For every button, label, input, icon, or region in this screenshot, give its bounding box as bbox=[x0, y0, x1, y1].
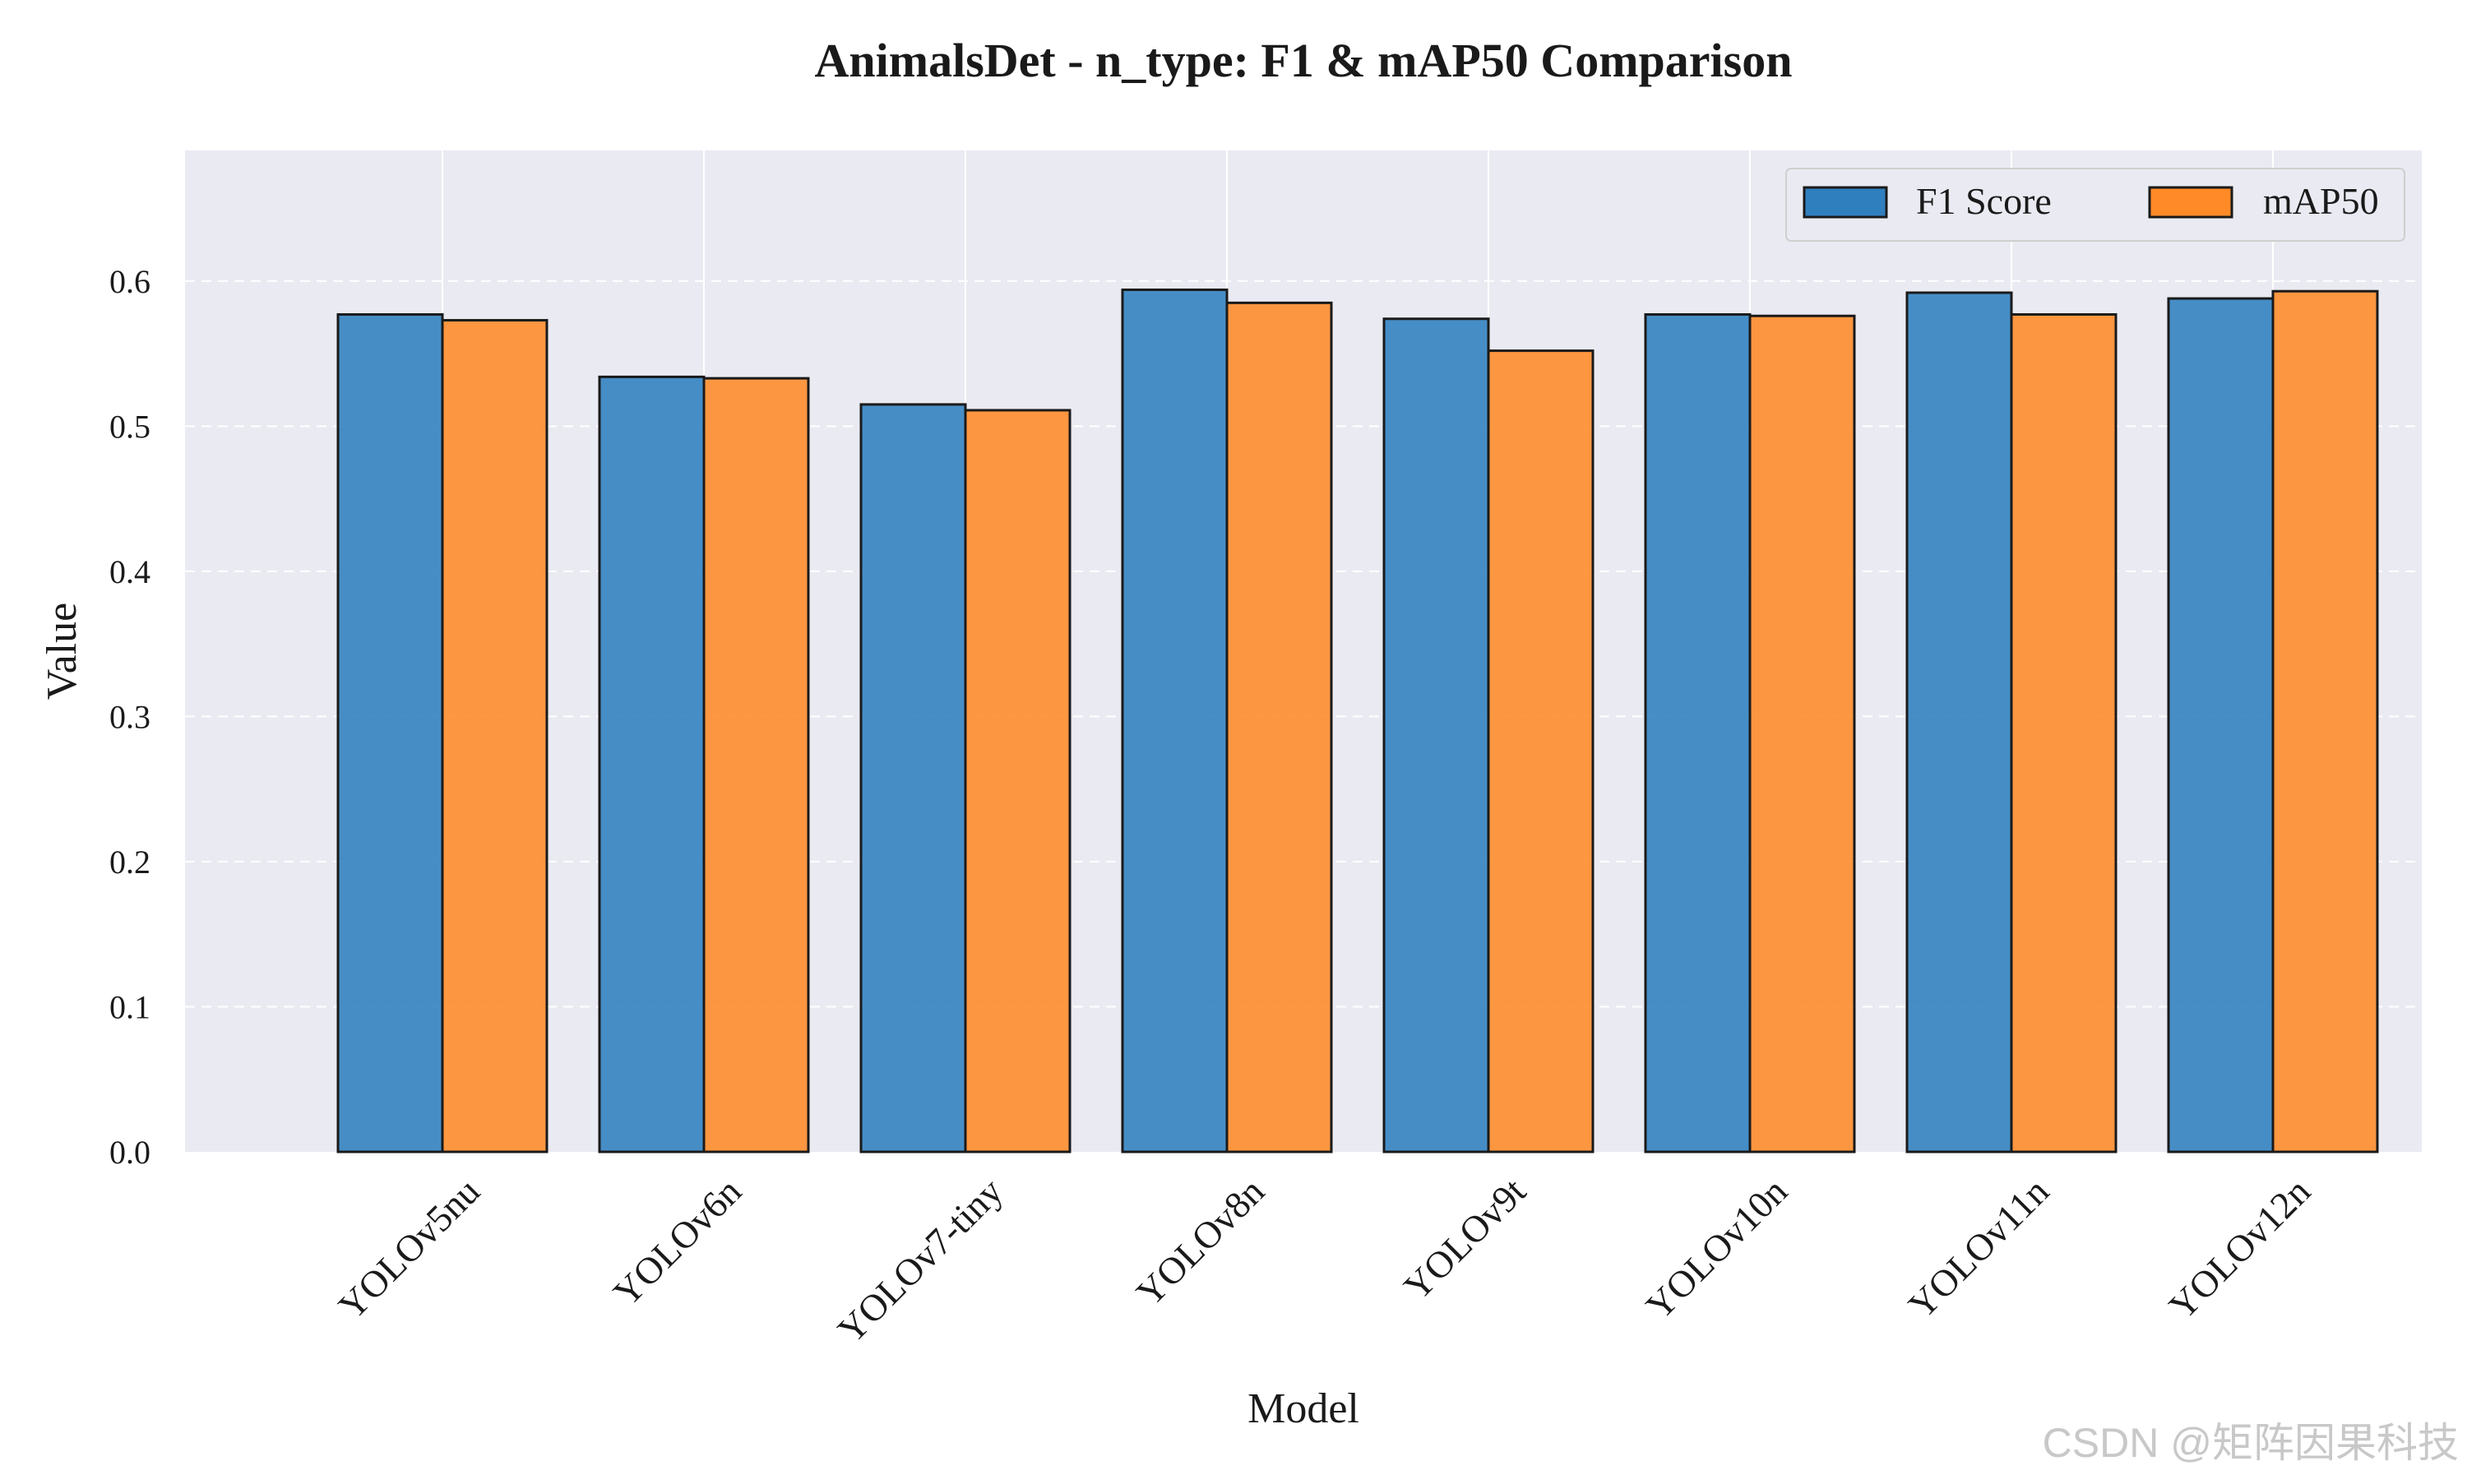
bar-map50-yolov7-tiny bbox=[964, 409, 1072, 1153]
x-tick-label-yolov12n: YOLOv12n bbox=[2161, 1170, 2318, 1327]
bar-f1-score-yolov6n bbox=[598, 375, 706, 1153]
legend-label-f1-score: F1 Score bbox=[1916, 180, 2052, 222]
bar-f1-score-yolov12n bbox=[2167, 297, 2275, 1153]
x-tick-label-yolov11n: YOLOv11n bbox=[1900, 1170, 2057, 1326]
bar-map50-yolov12n bbox=[2271, 289, 2379, 1153]
y-tick-label: 0.4 bbox=[109, 553, 150, 590]
legend: F1 Score mAP50 bbox=[1785, 168, 2405, 242]
bar-map50-yolov9t bbox=[1487, 349, 1595, 1153]
bars bbox=[336, 288, 2379, 1153]
x-tick-label-yolov7-tiny: YOLOv7-tiny bbox=[830, 1170, 1011, 1351]
x-tick-label-yolov8n: YOLOv8n bbox=[1128, 1170, 1272, 1314]
bar-f1-score-yolov5nu bbox=[336, 312, 444, 1153]
y-tick-label: 0.1 bbox=[109, 988, 150, 1025]
bar-f1-score-yolov8n bbox=[1121, 288, 1229, 1153]
bar-f1-score-yolov7-tiny bbox=[859, 403, 967, 1153]
bar-f1-score-yolov10n bbox=[1644, 312, 1752, 1153]
chart-title: AnimalsDet - n_type: F1 & mAP50 Comparis… bbox=[815, 34, 1793, 87]
x-tick-label-yolov5nu: YOLOv5nu bbox=[331, 1170, 488, 1327]
legend-swatch-f1-score bbox=[1803, 186, 1888, 219]
bar-map50-yolov10n bbox=[1748, 314, 1856, 1153]
y-tick-label: 0.6 bbox=[109, 263, 150, 300]
bar-f1-score-yolov11n bbox=[1905, 291, 2013, 1153]
x-tick-label-yolov9t: YOLOv9t bbox=[1395, 1170, 1534, 1308]
bar-map50-yolov8n bbox=[1225, 301, 1333, 1153]
x-axis-ticks: YOLOv5nu YOLOv6n YOLOv7-tiny YOLOv8n YOLOv9t… bbox=[331, 1170, 2318, 1352]
watermark: CSDN @矩阵因果科技 bbox=[2043, 1420, 2459, 1466]
y-tick-label: 0.2 bbox=[109, 844, 150, 881]
legend-box bbox=[1785, 168, 2405, 242]
x-axis-label: Model bbox=[1247, 1385, 1359, 1432]
x-tick-label-yolov6n: YOLOv6n bbox=[605, 1170, 749, 1314]
bar-map50-yolov11n bbox=[2010, 312, 2118, 1153]
legend-label-map50: mAP50 bbox=[2263, 180, 2379, 222]
x-tick-label-yolov10n: YOLOv10n bbox=[1638, 1170, 1795, 1327]
y-axis-ticks: 0.0 0.1 0.2 0.3 0.4 0.5 0.6 bbox=[109, 263, 150, 1171]
y-tick-label: 0.0 bbox=[109, 1134, 150, 1171]
legend-swatch-map50 bbox=[2148, 186, 2233, 219]
y-tick-label: 0.3 bbox=[109, 698, 150, 735]
bar-map50-yolov5nu bbox=[441, 319, 548, 1153]
y-axis-label: Value bbox=[39, 603, 86, 700]
bar-map50-yolov6n bbox=[702, 377, 810, 1153]
y-tick-label: 0.5 bbox=[109, 408, 150, 445]
bar-f1-score-yolov9t bbox=[1382, 317, 1490, 1153]
